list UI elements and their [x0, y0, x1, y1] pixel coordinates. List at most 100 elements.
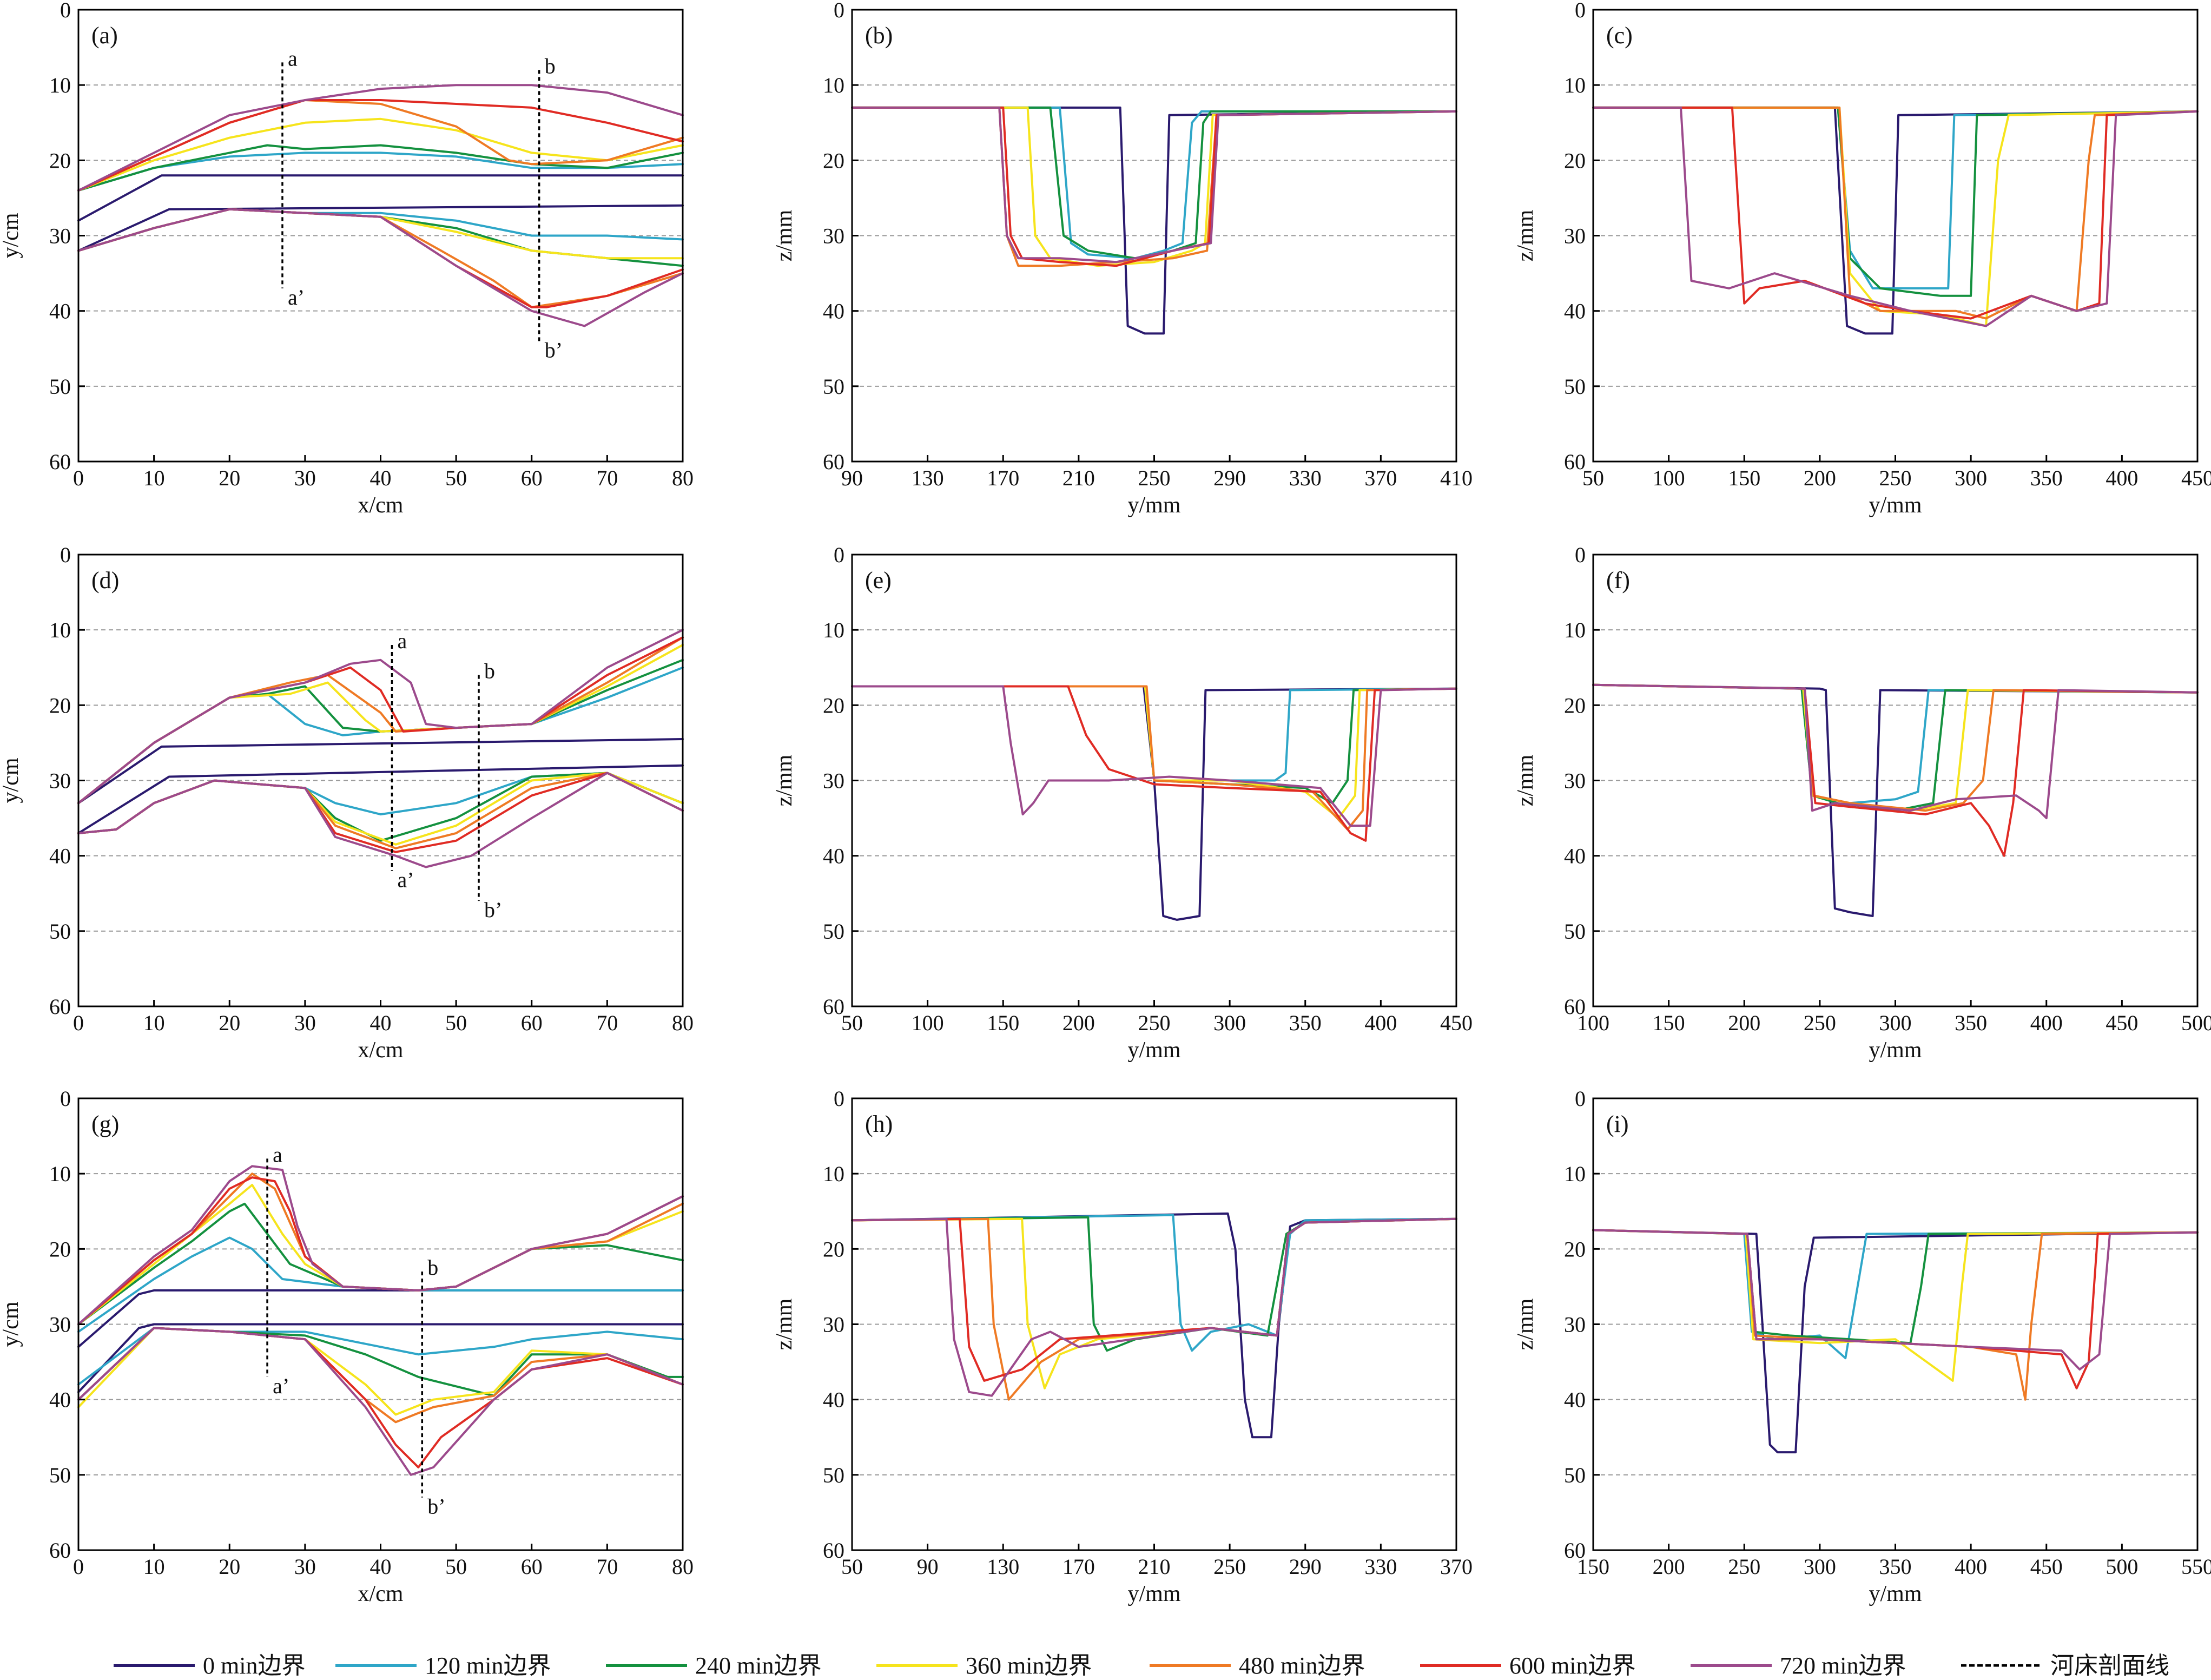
series-line-t600 [1592, 683, 2199, 857]
panel-a: a a’ b b’ 0 10 20 30 40 50 60 70 80 0 10 20 30 40 50 60 x/cm… [0, 0, 694, 518]
series-line-t360 [77, 1327, 684, 1416]
x-tick-label: 40 [370, 466, 392, 490]
y-tick-label: 60 [49, 450, 71, 474]
y-tick-label: 40 [49, 299, 71, 324]
series-line-t720 [1592, 1229, 2199, 1371]
y-tick-label: 30 [49, 224, 71, 248]
x-tick-label: 150 [1577, 1554, 1609, 1579]
x-tick-label: 500 [2106, 1554, 2138, 1579]
y-tick-label: 20 [823, 693, 844, 717]
plot-frame [851, 9, 1457, 463]
series-line-t0 [851, 106, 1457, 335]
y-tick-label: 50 [1564, 1463, 1586, 1487]
y-axis-label: z/mm [772, 1298, 797, 1350]
series-line-t720 [851, 685, 1457, 827]
series-line-t360 [1592, 1229, 2199, 1382]
series-line-t120 [77, 1236, 684, 1333]
x-tick-label: 10 [143, 1554, 165, 1579]
x-tick-label: 350 [2030, 466, 2063, 490]
y-tick-label: 0 [834, 543, 844, 567]
y-tick-label: 10 [49, 618, 71, 642]
y-tick-label: 0 [834, 0, 844, 22]
x-tick-label: 290 [1289, 1554, 1322, 1579]
legend-label: 240 min边界 [695, 1652, 821, 1679]
y-tick-label: 30 [823, 224, 844, 248]
legend-item: 240 min边界 [606, 1652, 821, 1679]
y-tick-label: 0 [1575, 0, 1586, 22]
x-tick-label: 10 [143, 466, 165, 490]
x-tick-label: 330 [1364, 1554, 1397, 1579]
y-tick-label: 30 [49, 769, 71, 793]
y-tick-label: 40 [823, 844, 844, 868]
series-line-t0 [851, 685, 1457, 921]
x-tick-label: 450 [1440, 1011, 1473, 1035]
x-tick-label: 40 [370, 1554, 392, 1579]
x-tick-label: 400 [2106, 466, 2138, 490]
y-tick-label: 0 [1575, 543, 1586, 567]
y-tick-label: 40 [1564, 1388, 1586, 1412]
section-label-top: a [397, 629, 407, 653]
x-tick-label: 150 [1728, 466, 1760, 490]
series-line-t0 [851, 1212, 1457, 1439]
y-tick-label: 0 [1575, 1086, 1586, 1111]
chart-panels: aa’bb’0 10 20 30 40 50 60 70 800102030405060x/cm… [0, 0, 2211, 1606]
x-tick-label: 100 [1577, 1011, 1609, 1035]
series-line-t240 [77, 1327, 684, 1401]
series-line-t480 [851, 106, 1457, 267]
x-tick-label: 20 [219, 1554, 240, 1579]
x-tick-label: 50 [841, 1011, 863, 1035]
y-tick-label: 40 [49, 844, 71, 868]
x-tick-label: 50 [841, 1554, 863, 1579]
y-tick-label: 30 [1564, 224, 1586, 248]
legend-label: 600 min边界 [1509, 1652, 1635, 1679]
y-tick-label: 20 [823, 1237, 844, 1261]
x-tick-label: 80 [672, 466, 694, 490]
x-tick-label: 300 [1879, 1011, 1912, 1035]
panel-c: 50 100 150 200 250 300 350 400 4500102030405060y… [1513, 0, 2211, 518]
x-tick-label: 370 [1364, 466, 1397, 490]
section-label-top: a [288, 46, 298, 70]
legend-item: 360 min边界 [876, 1652, 1092, 1679]
y-tick-label: 0 [60, 1086, 71, 1111]
y-tick-label: 20 [49, 1237, 71, 1261]
x-tick-label: 100 [912, 1011, 944, 1035]
x-tick-label: 350 [1289, 1011, 1322, 1035]
panel-label: (d) [91, 567, 119, 594]
x-tick-label: 0 [73, 466, 84, 490]
series-line-t480 [77, 1327, 684, 1424]
x-tick-label: 410 [1440, 466, 1473, 490]
series-line-t480 [851, 685, 1457, 831]
section-label-bottom: b’ [545, 338, 563, 362]
x-tick-label: 60 [521, 1554, 543, 1579]
series-line-t360 [77, 644, 684, 805]
x-tick-label: 150 [1653, 1011, 1685, 1035]
series-line-t120 [77, 208, 684, 252]
legend-item: 600 min边界 [1420, 1652, 1635, 1679]
x-tick-label: 30 [294, 466, 316, 490]
plot-frame [851, 1097, 1457, 1551]
series-line-t720 [851, 1217, 1457, 1397]
x-tick-label: 290 [1213, 466, 1246, 490]
y-tick-label: 20 [823, 148, 844, 173]
x-tick-label: 100 [1653, 466, 1685, 490]
legend-item: 480 min边界 [1150, 1652, 1365, 1679]
legend-label: 720 min边界 [1780, 1652, 1906, 1679]
x-tick-label: 50 [445, 1554, 467, 1579]
series-line-t600 [77, 1327, 684, 1468]
series-line-t120 [1592, 1229, 2199, 1360]
series-line-t720 [851, 106, 1457, 263]
y-axis-label: y/cm [0, 757, 23, 803]
series-line-t120 [851, 106, 1457, 260]
y-tick-label: 60 [1564, 450, 1586, 474]
x-tick-label: 20 [219, 466, 240, 490]
x-tick-label: 50 [445, 466, 467, 490]
y-tick-label: 20 [49, 693, 71, 717]
section-label-bottom: a’ [288, 285, 305, 309]
y-tick-label: 40 [823, 299, 844, 324]
y-tick-label: 10 [823, 618, 844, 642]
series-line-t0 [77, 174, 684, 222]
x-tick-label: 250 [1879, 466, 1912, 490]
panel-label: (c) [1606, 22, 1633, 49]
y-tick-label: 60 [49, 994, 71, 1019]
x-tick-label: 300 [1213, 1011, 1246, 1035]
